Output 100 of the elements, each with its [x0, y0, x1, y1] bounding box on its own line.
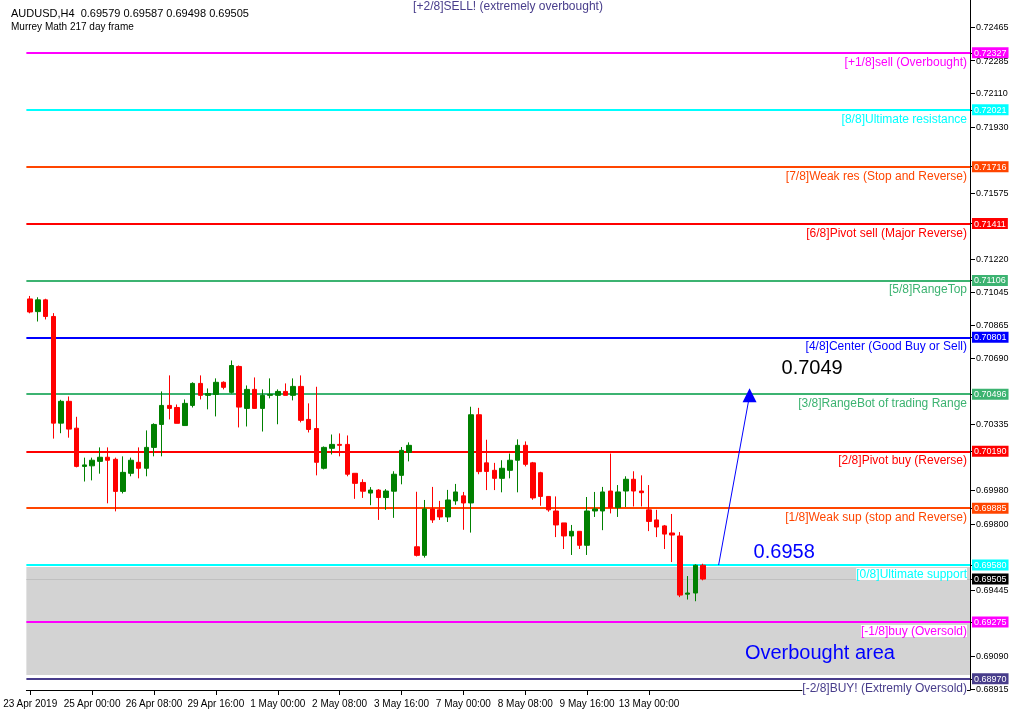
text: AUDUSD,H4 0.69579 0.69587 0.69498 0.69505 [11, 6, 249, 19]
candlestick [700, 563, 706, 581]
y-tick-label: 0.69800 [976, 519, 1009, 530]
candlestick [399, 446, 404, 485]
candlestick [252, 376, 257, 409]
y-tick-label: 0.71930 [976, 121, 1009, 132]
ref-line-label: [8/8]Ultimate resistance [841, 111, 968, 126]
x-tick-label: 23 Apr 2019 [3, 697, 58, 709]
candlestick [461, 491, 466, 531]
candlestick [538, 471, 543, 507]
candlestick [669, 513, 675, 563]
x-tick-label: 3 May 16:00 [373, 697, 430, 709]
x-tick-label: 2 May 08:00 [312, 697, 368, 709]
y-tick-label: 0.70690 [976, 353, 1009, 364]
candlestick [693, 563, 698, 602]
y-tick-label: 0.69980 [976, 485, 1009, 496]
candlestick [577, 530, 582, 550]
candlestick [391, 470, 397, 519]
y-tick-label: 0.69275 [974, 616, 1007, 627]
candlestick [360, 478, 366, 499]
candlestick [546, 495, 551, 513]
ref-line-label: [2/8]Pivot buy (Reverse) [838, 453, 967, 468]
candlestick [283, 382, 288, 396]
y-tick-label: 0.71220 [976, 254, 1009, 265]
ref-line-label: [-2/8]BUY! (Extremly Oversold) [802, 680, 967, 695]
candlestick [213, 377, 219, 417]
candlestick [128, 457, 134, 477]
data-label: 0.7049 [781, 356, 843, 379]
y-tick-label: 0.71575 [976, 188, 1009, 199]
x-tick-label: 1 May 00:00 [250, 697, 306, 709]
candlestick [89, 457, 95, 481]
x-tick-label: 29 Apr 16:00 [187, 697, 245, 709]
candlestick [685, 575, 690, 601]
y-tick-label: 0.71045 [976, 286, 1009, 297]
candlestick [453, 483, 458, 506]
candlestick [35, 296, 41, 322]
candlestick [244, 384, 250, 427]
y-tick-label: 0.72110 [976, 88, 1008, 99]
candlestick [97, 446, 103, 475]
ref-line-label: [7/8]Weak res (Stop and Reverse) [785, 168, 967, 183]
candlestick [198, 374, 203, 400]
x-tick-label: 9 May 16:00 [559, 697, 616, 709]
candlestick [639, 474, 644, 507]
y-tick-label: 0.72465 [976, 22, 1009, 33]
y-tick-label: 0.69090 [976, 651, 1009, 662]
candlestick [615, 484, 621, 518]
candlestick [383, 488, 389, 511]
ref-line-label: [5/8]RangeTop [888, 282, 968, 297]
candlestick [174, 403, 180, 424]
x-tick-label: 8 May 08:00 [497, 697, 554, 709]
candlestick [623, 475, 629, 508]
ref-line-label: [+1/8]sell (Overbought) [844, 54, 967, 69]
candlestick [43, 298, 48, 320]
candlestick [600, 486, 605, 531]
candlestick [190, 381, 195, 408]
candlestick [592, 491, 598, 518]
y-tick-label: 0.72285 [976, 55, 1009, 66]
candlestick [275, 388, 281, 425]
candlestick [569, 524, 574, 556]
candlestick [662, 524, 667, 550]
candlestick [329, 434, 335, 455]
ref-line-label: [0/8]Ultimate support [856, 567, 968, 582]
candlestick [205, 387, 211, 410]
x-tick-label: 7 May 00:00 [435, 697, 492, 709]
candlestick [584, 496, 590, 556]
candlestick [507, 453, 513, 479]
candlestick [437, 500, 443, 521]
y-tick-label: 0.70190 [974, 446, 1007, 457]
candlestick [414, 491, 420, 557]
candlestick [445, 489, 451, 523]
candlestick [229, 359, 234, 394]
y-tick-label: 0.71106 [974, 275, 1006, 286]
y-tick-label: 0.70865 [976, 320, 1009, 331]
candlestick [321, 445, 327, 470]
candlestick [58, 399, 64, 434]
candlestick [677, 531, 683, 598]
candlestick [236, 365, 242, 428]
y-tick-label: 0.72327 [974, 47, 1007, 58]
x-tick-label: 25 Apr 00:00 [63, 697, 121, 709]
candlestick [298, 374, 304, 423]
y-tick-label: 0.69505 [974, 574, 1007, 585]
candlestick [151, 422, 157, 457]
candlestick [182, 398, 188, 427]
candlestick [553, 495, 559, 538]
candlestick [654, 509, 659, 538]
candlestick [290, 377, 296, 401]
text: Murrey Math 217 day frame [11, 20, 135, 32]
candlestick [159, 390, 164, 457]
candlestick [499, 459, 505, 493]
ref-line-label: [3/8]RangeBot of trading Range [798, 396, 968, 411]
annotation: [+2/8]SELL! (extremely overbought) [413, 0, 603, 13]
y-tick-label: 0.71411 [974, 218, 1006, 229]
x-tick-label: 26 Apr 08:00 [125, 697, 183, 709]
candlestick [82, 457, 87, 483]
candlestick [66, 395, 72, 439]
candlestick [221, 380, 226, 390]
candlestick [306, 402, 311, 433]
candlestick [492, 462, 497, 491]
y-tick-label: 0.69885 [974, 503, 1007, 514]
ref-line-label: [-1/8]buy (Oversold) [860, 623, 967, 638]
